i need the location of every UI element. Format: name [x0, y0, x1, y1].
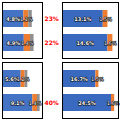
svg-text:4.8%: 4.8% [6, 16, 20, 22]
svg-text:1.6%: 1.6% [104, 40, 117, 46]
svg-text:1.6%: 1.6% [107, 100, 120, 106]
svg-text:5.6%: 5.6% [4, 75, 19, 82]
svg-text:1.5%: 1.5% [99, 16, 112, 22]
svg-text:40%: 40% [45, 99, 59, 106]
svg-text:4.9%: 4.9% [6, 40, 20, 46]
svg-text:1.4%: 1.4% [29, 100, 42, 106]
svg-text:1.4%: 1.4% [21, 40, 34, 46]
svg-text:23%: 23% [45, 15, 59, 22]
svg-text:24.5%: 24.5% [78, 100, 95, 106]
svg-text:16.7%: 16.7% [71, 76, 88, 82]
svg-text:1.2%: 1.2% [17, 76, 30, 82]
svg-text:1.1%: 1.1% [20, 16, 33, 22]
svg-text:22%: 22% [45, 39, 59, 46]
svg-text:13.1%: 13.1% [74, 16, 91, 22]
svg-text:1.5%: 1.5% [91, 76, 104, 82]
svg-text:9.1%: 9.1% [11, 100, 25, 106]
svg-text:14.6%: 14.6% [77, 40, 94, 46]
